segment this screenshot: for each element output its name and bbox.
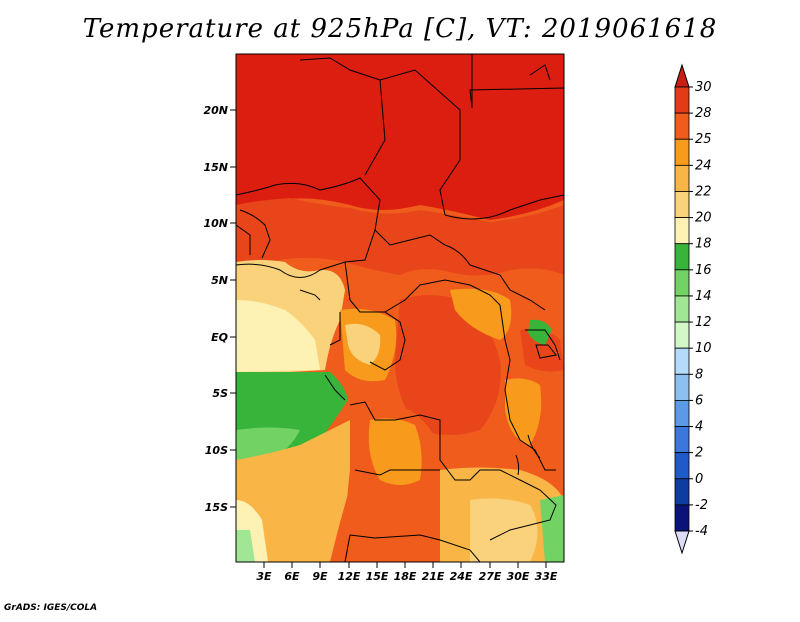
- map-frame: [235, 53, 565, 563]
- map-title: Temperature at 925hPa [C], VT: 201906161…: [82, 14, 718, 44]
- lon-label: 6E: [284, 570, 300, 583]
- colorbar-label: -2: [695, 498, 708, 513]
- lat-label: 10N: [203, 217, 228, 230]
- colorbar-top-arrow: [674, 63, 690, 88]
- colorbar-label: 28: [695, 106, 712, 121]
- colorbar-label: 20: [695, 211, 712, 226]
- lon-label: 21E: [422, 570, 445, 583]
- colorbar-segment: [674, 373, 690, 401]
- colorbar-segment: [674, 164, 690, 192]
- lat-label: 20N: [203, 104, 228, 117]
- country-borders: [236, 54, 564, 562]
- colorbar-label: 2: [695, 446, 703, 461]
- lon-label: 15E: [366, 570, 389, 583]
- colorbar-label: 8: [695, 367, 703, 382]
- colorbar-label: 16: [695, 263, 712, 278]
- lon-label: 18E: [394, 570, 417, 583]
- colorbar-segment: [674, 86, 690, 114]
- colorbar-label: 22: [695, 184, 712, 199]
- lat-label: 5S: [212, 387, 228, 400]
- colorbar-label: 24: [695, 158, 712, 173]
- colorbar-label: 12: [695, 315, 712, 330]
- lon-label: 9E: [312, 570, 328, 583]
- colorbar-label: 4: [695, 420, 703, 435]
- lon-label: 3E: [256, 570, 272, 583]
- colorbar-segment: [674, 269, 690, 297]
- colorbar-segment: [674, 191, 690, 218]
- colorbar-label: 18: [695, 237, 712, 252]
- colorbar-segment: [674, 347, 690, 375]
- lat-axis: [230, 109, 236, 508]
- lat-label: 5N: [211, 274, 228, 287]
- colorbar-label: 0: [695, 472, 703, 487]
- colorbar-label: 14: [695, 289, 712, 304]
- lon-label: 12E: [338, 570, 361, 583]
- colorbar-segment: [674, 452, 690, 480]
- lat-label: 15S: [205, 501, 228, 514]
- colorbar-label: 25: [695, 132, 712, 147]
- colorbar-segment: [674, 400, 690, 427]
- colorbar-segment: [674, 217, 690, 245]
- lon-label: 27E: [479, 570, 502, 583]
- lat-label: 10S: [205, 444, 228, 457]
- colorbar-label: -4: [695, 524, 708, 539]
- colorbar-segment: [674, 478, 690, 506]
- colorbar-label: 30: [695, 80, 712, 95]
- colorbar-bottom-arrow: [674, 530, 690, 555]
- temperature-field: [236, 54, 564, 562]
- credit-text: GrADS: IGES/COLA: [4, 603, 98, 613]
- colorbar-segment: [674, 295, 690, 323]
- lat-label: 15N: [203, 161, 228, 174]
- colorbar-segment: [674, 112, 690, 140]
- lon-label: 30E: [507, 570, 530, 583]
- colorbar-label: 10: [695, 341, 712, 356]
- lon-label: 33E: [535, 570, 558, 583]
- lat-label: EQ: [211, 331, 228, 344]
- lon-label: 24E: [450, 570, 473, 583]
- colorbar-segment: [674, 504, 690, 532]
- lon-axis: [263, 562, 547, 568]
- colorbar-segment: [674, 321, 690, 349]
- colorbar-segment: [674, 243, 690, 271]
- colorbar-label: 6: [695, 393, 703, 408]
- colorbar-segment: [674, 426, 690, 454]
- colorbar-segment: [674, 138, 690, 166]
